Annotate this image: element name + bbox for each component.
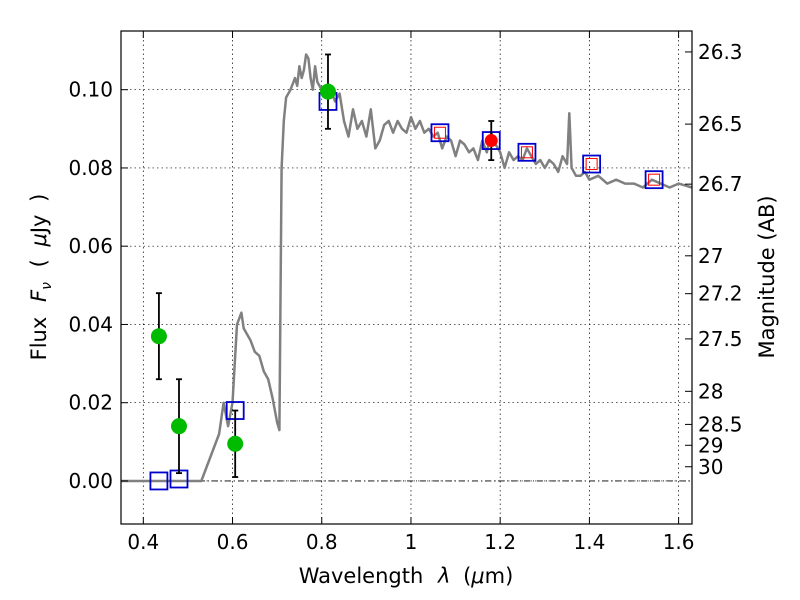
magnitude-axis-label: Magnitude (AB) (755, 195, 779, 358)
axis-ticks (121, 31, 692, 524)
mag-tick-label: 28 (698, 379, 723, 403)
x-tick-label: 0.6 (217, 530, 249, 554)
x-tick-label: 1.2 (484, 530, 516, 554)
y-tick-label: 0.06 (68, 234, 113, 258)
model-photometry-square (644, 170, 664, 190)
observed-point (319, 83, 336, 100)
mag-tick-label: 26.5 (698, 112, 743, 136)
mag-tick-label: 28.5 (698, 412, 743, 436)
observed-ir-square (585, 158, 598, 171)
x-axis-label: Wavelength λ (μm) (299, 564, 514, 588)
observed-ir-point (484, 134, 498, 148)
sed-model-curve (121, 53, 693, 483)
observed-point (227, 435, 244, 452)
y-tick-label: 0.10 (68, 78, 113, 102)
observed-point (170, 418, 187, 435)
sed-model-line (121, 53, 693, 483)
y-tick-label: 0.00 (68, 469, 113, 493)
x-tick-label: 0.8 (306, 530, 338, 554)
observed-ir-square (433, 126, 446, 139)
x-tick-label: 1.6 (663, 530, 695, 554)
observed-ir-square (648, 173, 661, 186)
photometry-markers (149, 53, 664, 491)
y-tick-label: 0.04 (68, 312, 113, 336)
mag-tick-label: 30 (698, 455, 723, 479)
mag-tick-label: 26.7 (698, 172, 743, 196)
model-photometry-square (517, 142, 537, 162)
observed-point (150, 328, 167, 345)
x-tick-label: 1.4 (573, 530, 605, 554)
grid-lines (121, 31, 692, 524)
x-tick-label: 0.4 (127, 530, 159, 554)
mag-tick-label: 26.3 (698, 40, 743, 64)
x-tick-label: 1 (405, 530, 418, 554)
y-tick-label: 0.08 (68, 156, 113, 180)
model-photometry-square (430, 123, 450, 143)
y-tick-label: 0.02 (68, 391, 113, 415)
y-axis-label: Flux Fν ( μJy ) (27, 194, 56, 361)
mag-tick-label: 29 (698, 433, 723, 457)
mag-tick-label: 27.2 (698, 282, 743, 306)
model-photometry-square (582, 154, 602, 174)
observed-ir-square (520, 146, 533, 159)
mag-tick-label: 27 (698, 244, 723, 268)
plot-frame (120, 30, 693, 525)
mag-tick-label: 27.5 (698, 327, 743, 351)
model-photometry-square (149, 471, 169, 491)
